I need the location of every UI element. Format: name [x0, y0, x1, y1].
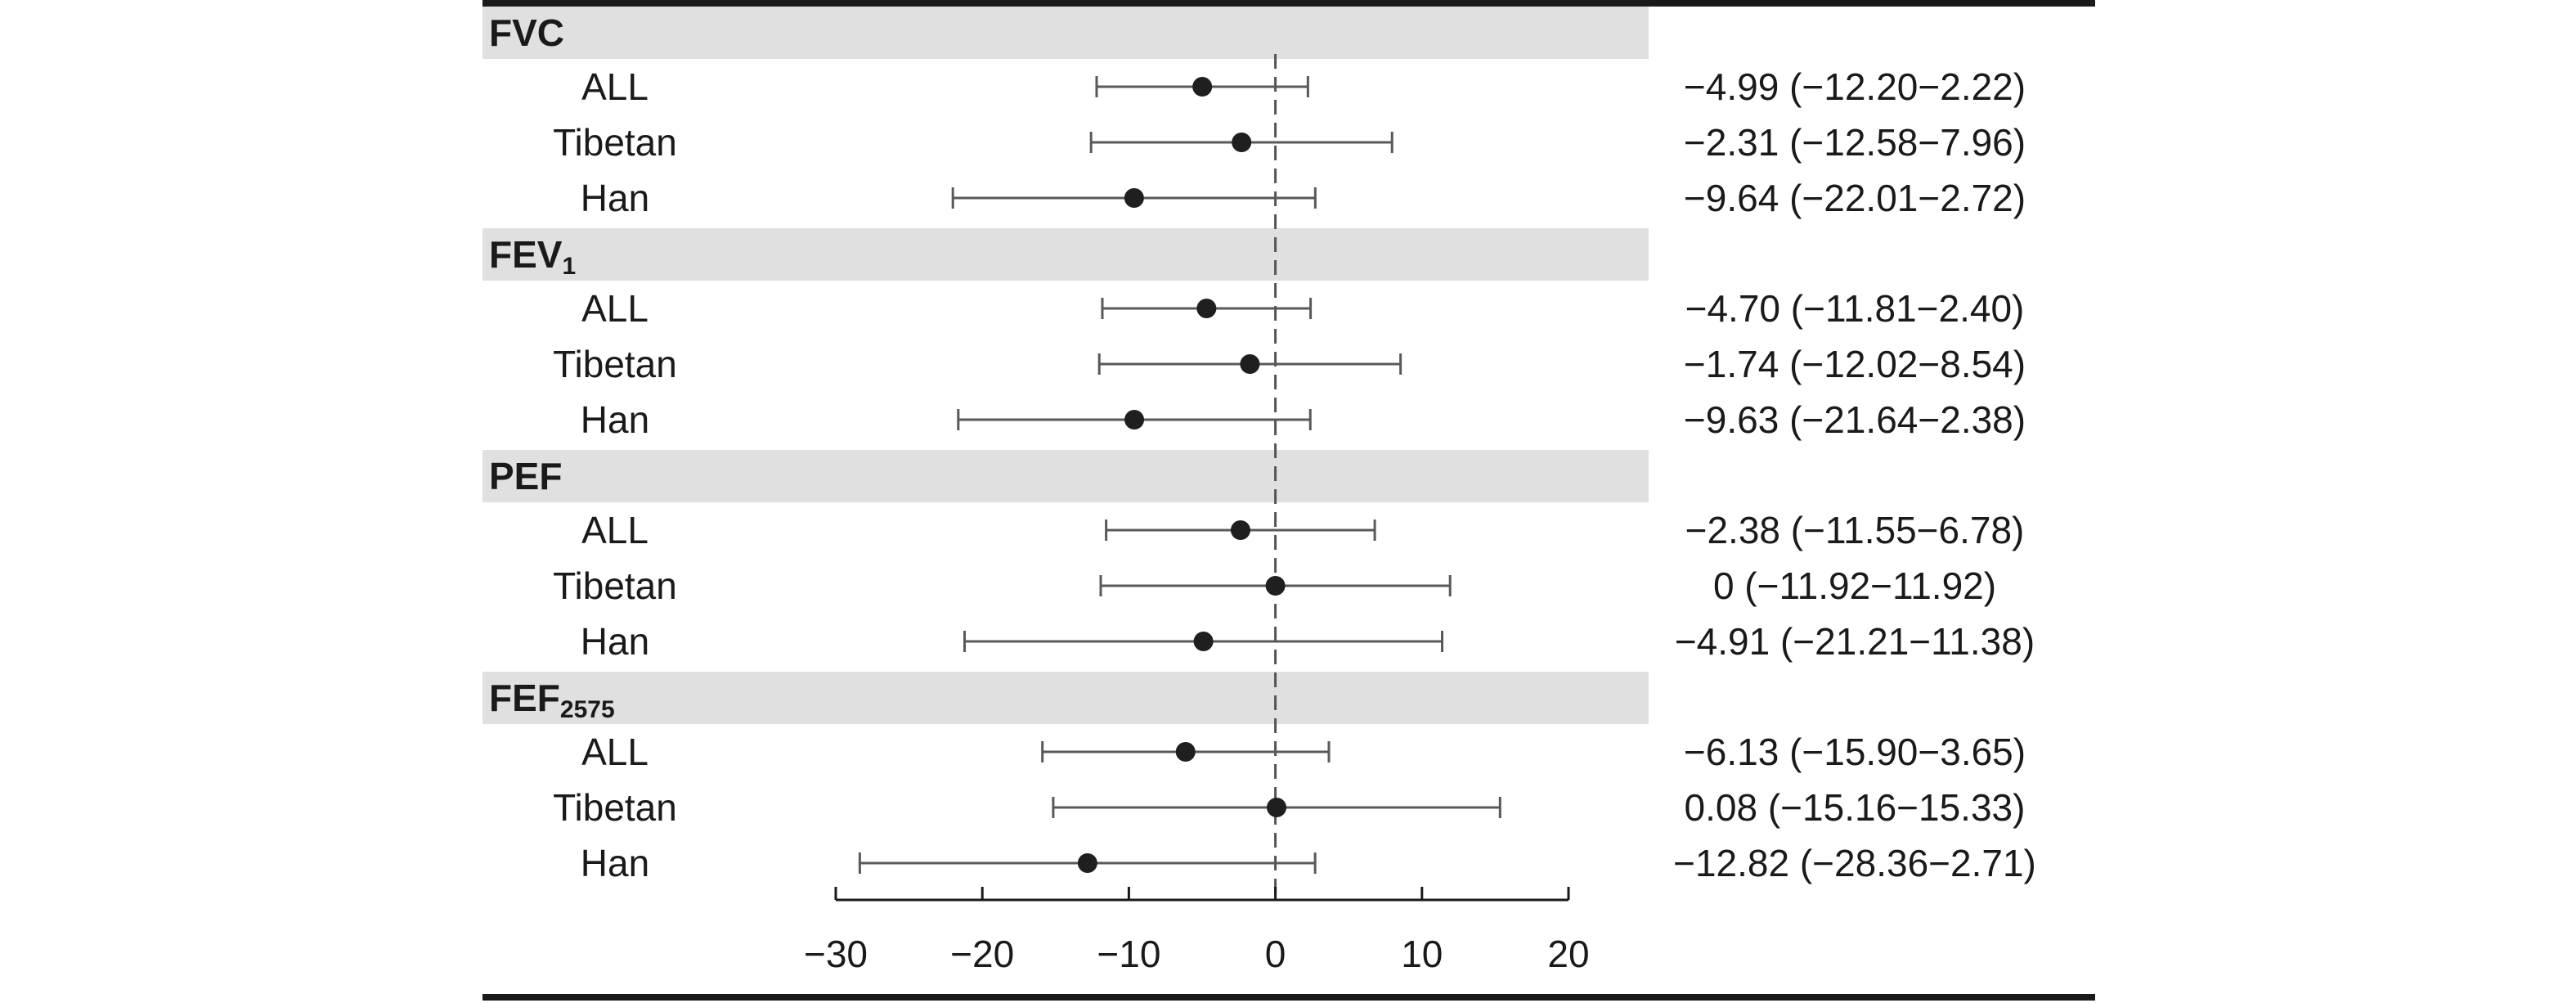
group-header-label: FEV1: [489, 233, 576, 280]
ci-value-text: −2.31 (−12.58−7.96): [1684, 121, 2026, 164]
ci-value-text: −4.70 (−11.81−2.40): [1685, 287, 2025, 330]
estimate-marker: [1124, 188, 1144, 208]
group-header-subscript: 1: [562, 253, 576, 280]
x-tick-label: 0: [1265, 933, 1286, 975]
group-header-band: [482, 7, 1649, 59]
estimate-marker: [1232, 133, 1252, 152]
ci-value-text: −6.13 (−15.90−3.65): [1684, 731, 2026, 773]
estimate-marker: [1230, 520, 1250, 540]
x-tick-label: −10: [1097, 933, 1160, 975]
estimate-marker: [1175, 742, 1196, 762]
row-label: ALL: [581, 731, 648, 773]
x-tick-label: −20: [950, 933, 1014, 975]
ci-value-text: −2.38 (−11.55−6.78): [1685, 509, 2025, 551]
row-label: Han: [581, 842, 649, 884]
ci-value-text: −4.99 (−12.20−2.22): [1684, 65, 2026, 108]
row-label: Han: [581, 398, 649, 441]
estimate-marker: [1267, 798, 1287, 817]
group-header-label: FVC: [489, 11, 564, 54]
ci-value-text: −12.82 (−28.36−2.71): [1673, 842, 2036, 884]
row-label: Tibetan: [553, 121, 677, 164]
estimate-marker: [1192, 77, 1213, 97]
x-axis: −30 −20 −10 0 10 20: [804, 887, 1590, 975]
estimate-marker: [1077, 853, 1097, 873]
row-label: ALL: [581, 509, 648, 551]
row-label: Han: [581, 620, 649, 663]
ci-value-text: 0.08 (−15.16−15.33): [1685, 786, 2026, 829]
x-tick-label: −30: [804, 933, 868, 975]
row-label: Han: [581, 177, 649, 219]
forest-rows: ALL −4.99 (−12.20−2.22) Tibetan −2.31 (−12.…: [553, 65, 2036, 884]
ci-value-text: −9.63 (−21.64−2.38): [1684, 398, 2026, 441]
x-tick-label: 10: [1401, 933, 1443, 975]
row-label: Tibetan: [553, 343, 677, 385]
estimate-marker: [1265, 576, 1286, 596]
group-header-band: [482, 228, 1649, 281]
row-label: Tibetan: [553, 564, 677, 607]
estimate-marker: [1124, 410, 1145, 430]
row-label: ALL: [581, 287, 648, 330]
estimate-marker: [1196, 299, 1217, 318]
ci-value-text: −1.74 (−12.02−8.54): [1684, 343, 2026, 385]
ci-value-text: −9.64 (−22.01−2.72): [1684, 177, 2026, 219]
ci-value-text: −4.91 (−21.21−11.38): [1675, 620, 2035, 663]
row-label: ALL: [581, 65, 648, 108]
ci-value-text: 0 (−11.92−11.92): [1713, 564, 1996, 607]
group-header-band: [482, 672, 1649, 724]
estimate-marker: [1240, 354, 1260, 374]
group-header-band: [482, 450, 1649, 502]
x-tick-label: 20: [1547, 933, 1589, 975]
estimate-marker: [1193, 632, 1214, 651]
row-label: Tibetan: [553, 786, 677, 829]
group-header-label: PEF: [489, 455, 562, 497]
group-header-subscript: 2575: [560, 696, 615, 723]
